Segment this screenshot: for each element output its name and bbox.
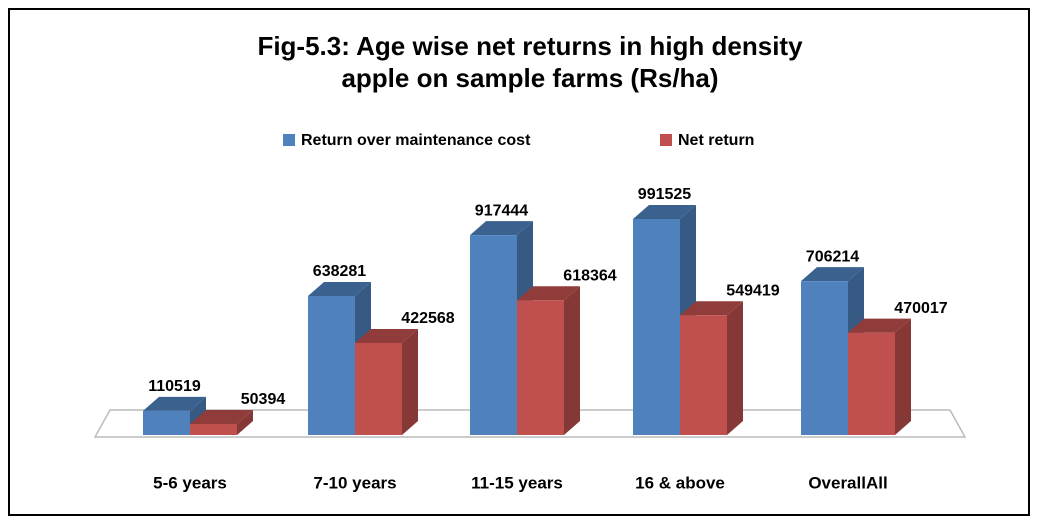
- bar-top: [680, 301, 743, 316]
- data-label: 706214: [806, 248, 859, 265]
- bar-top: [517, 286, 580, 301]
- bar-front: [680, 315, 727, 435]
- bar-side: [895, 318, 911, 435]
- data-label: 110519: [148, 378, 201, 395]
- legend-swatch: [283, 134, 295, 146]
- bar-side: [564, 286, 580, 435]
- bar-front: [308, 295, 355, 435]
- bar-front: [517, 300, 564, 435]
- bar-top: [801, 267, 864, 282]
- bar: [848, 318, 911, 435]
- bar-front: [633, 219, 680, 435]
- bar-top: [308, 281, 371, 296]
- x-tick-label: 11-15 years: [471, 473, 563, 492]
- bar-top: [633, 205, 696, 219]
- legend-swatch: [660, 134, 672, 146]
- bar-top: [190, 410, 253, 425]
- bar-top: [470, 221, 533, 236]
- data-label: 638281: [313, 263, 366, 280]
- data-label: 917444: [475, 202, 528, 219]
- data-label: 549419: [726, 283, 779, 300]
- bar-top: [143, 396, 206, 411]
- bar-side: [727, 301, 743, 435]
- x-tick-label: 7-10 years: [313, 473, 396, 492]
- bar-front: [143, 410, 190, 435]
- data-label: 470017: [894, 300, 947, 317]
- x-tick-label: OverallAll: [808, 473, 887, 492]
- data-label: 618364: [563, 268, 616, 285]
- bar-front: [801, 281, 848, 435]
- x-tick-label: 16 & above: [635, 473, 725, 492]
- bar-front: [470, 235, 517, 435]
- bar-front: [355, 342, 402, 435]
- bar-front: [190, 424, 237, 435]
- data-label: 991525: [638, 186, 691, 203]
- bar: [355, 328, 418, 435]
- bar-side: [402, 328, 418, 435]
- bar: [517, 286, 580, 435]
- bar-front: [848, 332, 895, 435]
- bar: [190, 410, 253, 435]
- bar-side: [237, 410, 253, 435]
- data-label: 422568: [401, 310, 454, 327]
- x-tick-label: 5-6 years: [153, 473, 227, 492]
- bar: [680, 301, 743, 435]
- bar-top: [355, 328, 418, 343]
- data-label: 50394: [241, 391, 286, 408]
- legend-label: Net return: [678, 132, 754, 149]
- legend-label: Return over maintenance cost: [301, 132, 531, 149]
- bar-top: [848, 318, 911, 333]
- chart-title: Fig-5.3: Age wise net returns in high de…: [257, 31, 803, 93]
